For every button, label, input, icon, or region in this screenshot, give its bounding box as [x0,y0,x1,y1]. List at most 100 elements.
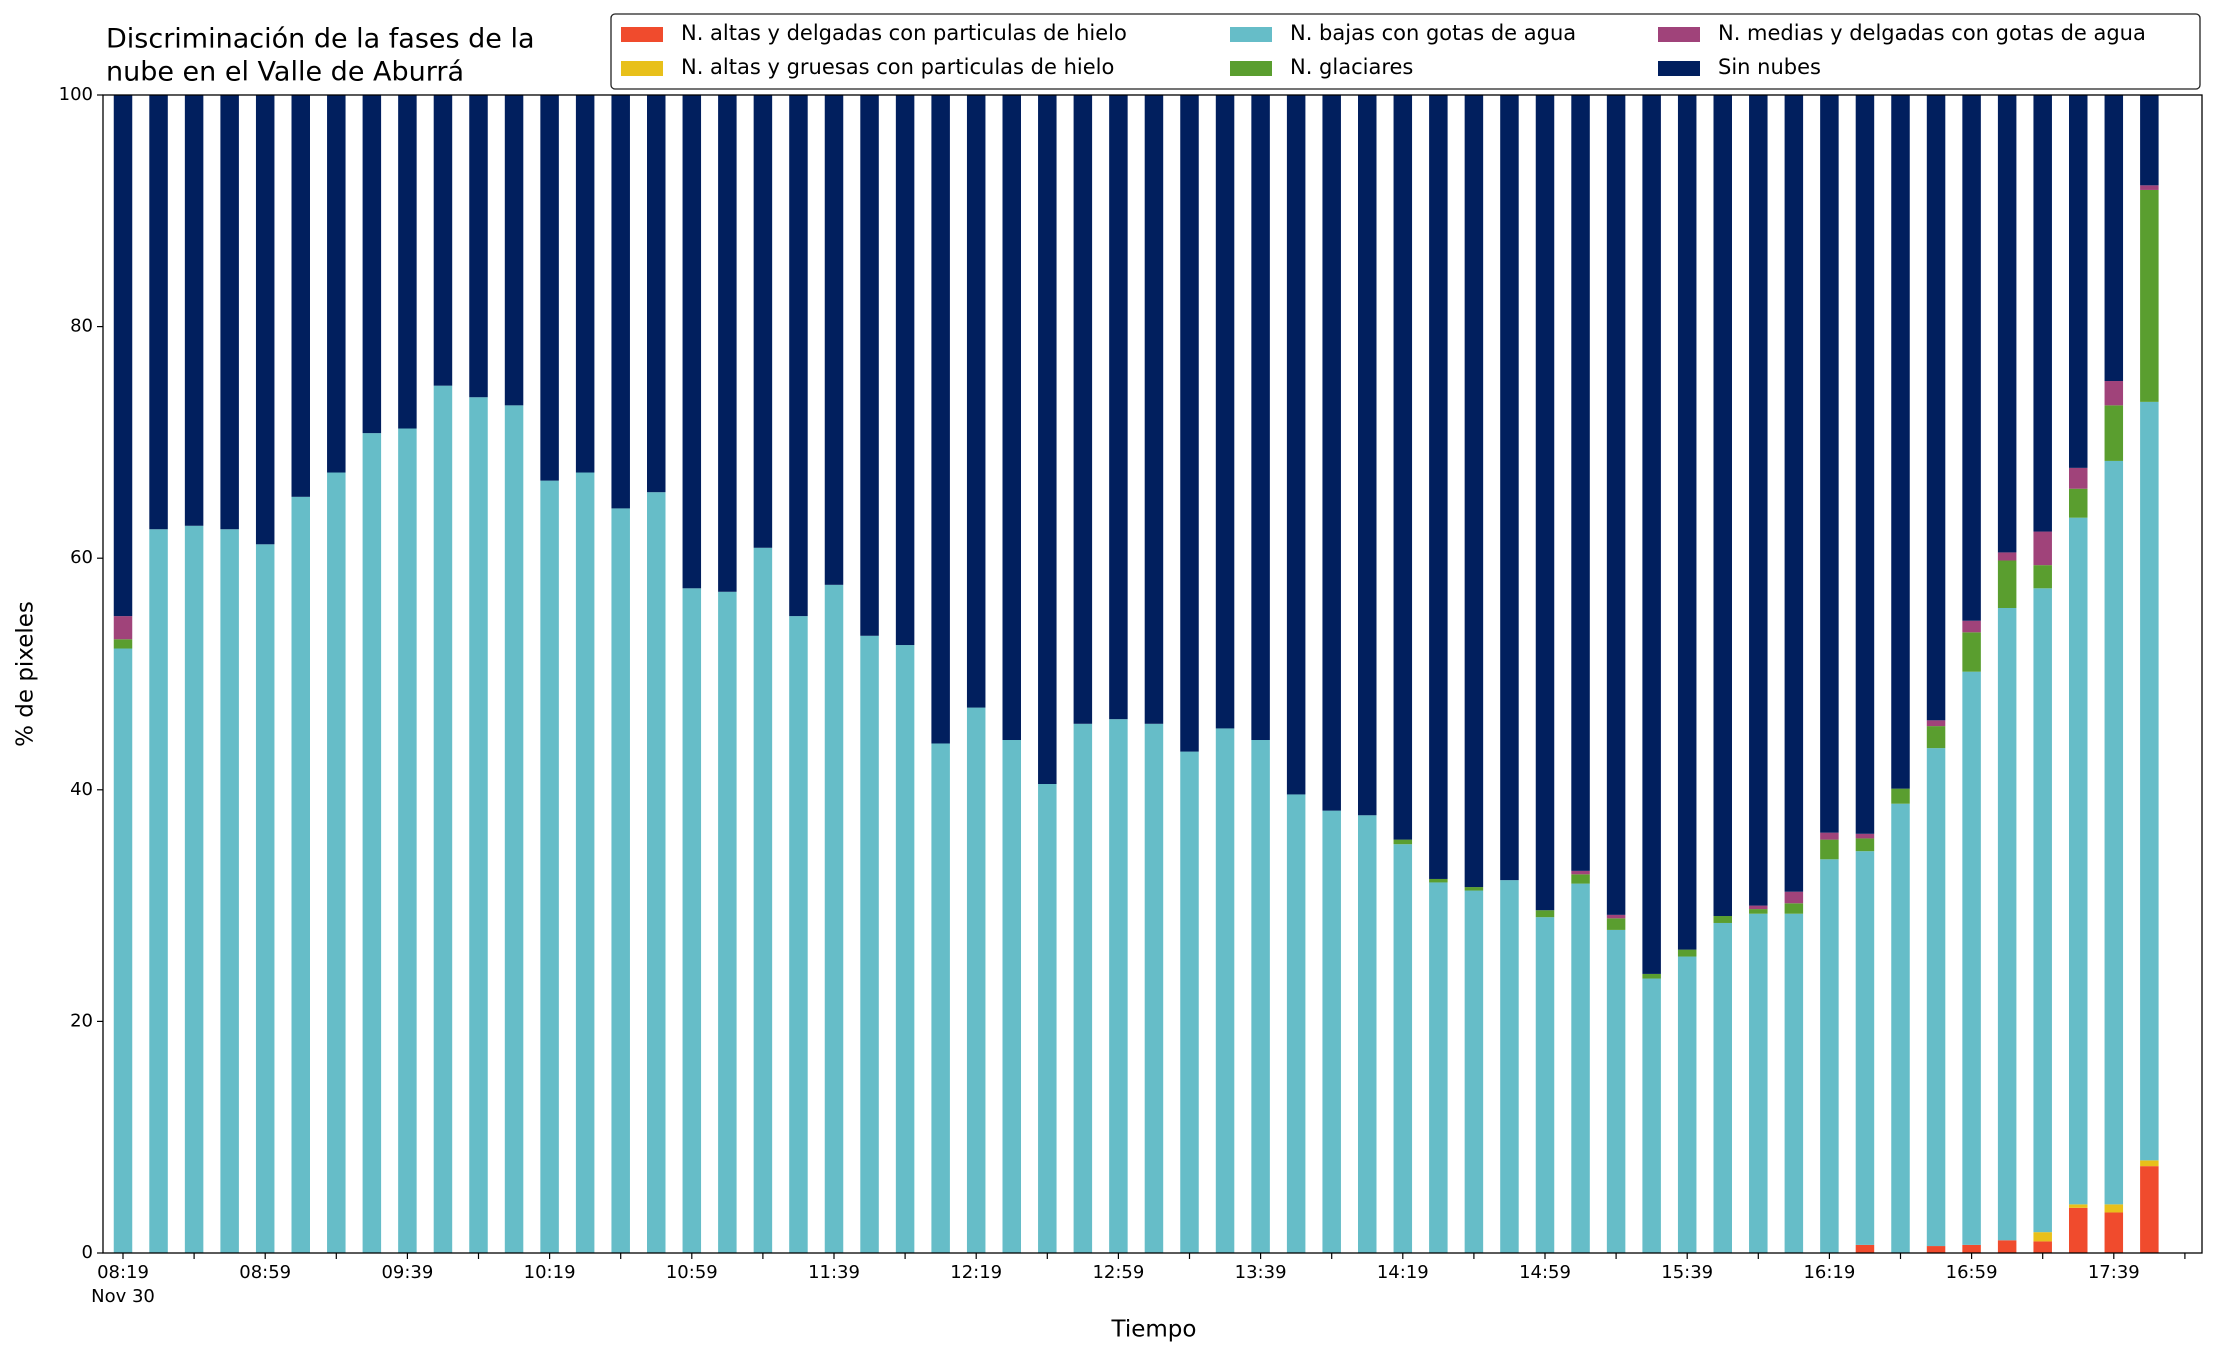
bar-segment [1038,784,1057,1253]
bar-segment [362,95,382,434]
bar-segment [1713,95,1732,917]
bar-segment [2033,531,2052,566]
legend-swatch [621,61,663,76]
bar-segment [504,405,524,1253]
x-tick-label: 16:19 [1803,1262,1855,1283]
bar-segment [1535,95,1555,911]
bar-segment [1891,803,1910,1253]
bar-segment [398,95,417,429]
bar-segment [2069,1207,2088,1253]
bar-segment [789,616,808,1253]
bar-segment [1109,95,1128,720]
x-tick-label: 14:19 [1377,1262,1429,1283]
bar-segment [1997,560,2017,608]
bar-segment [1215,728,1235,1253]
bar-segment [860,95,879,636]
legend-swatch [621,27,663,42]
bar-segment [647,95,666,493]
bar-segment [2033,588,2052,1233]
bar-segment [2104,1212,2124,1253]
bar-segment [362,433,382,1253]
bar-segment [504,95,524,406]
bar-segment [2033,565,2052,589]
bar-segment [895,95,915,646]
bar-segment [1606,914,1626,919]
x-tick-label: 12:59 [1092,1262,1144,1283]
bar-segment [2033,95,2052,532]
x-tick-label: 11:39 [808,1262,860,1283]
bar-segment [718,591,737,1253]
bar-segment [1749,905,1768,910]
bar-segment [718,95,737,592]
bar-segment [1962,671,1981,1245]
legend-label: N. medias y delgadas con gotas de agua [1718,21,2146,45]
x-tick-label: 12:19 [950,1262,1002,1283]
bar-segment [753,547,773,1253]
bar-segment [113,648,133,1253]
x-date-label: Nov 30 [91,1286,155,1307]
y-tick-label: 100 [59,84,93,105]
x-tick-label: 17:39 [2088,1262,2140,1283]
bar-segment [1571,870,1590,875]
bar-segment [1642,978,1661,1253]
bar-segment [2069,1204,2088,1208]
bar-segment [1962,1244,1981,1253]
legend-label: Sin nubes [1718,55,1821,79]
bar-segment [291,496,310,1253]
bar-segment [291,95,310,497]
bar-segment [1393,844,1413,1253]
bar-segment [1997,607,2017,1241]
bar-segment [469,95,488,398]
legend-label: N. altas y delgadas con particulas de hi… [681,21,1127,45]
bar-segment [1926,720,1946,727]
bar-segment [2140,95,2159,186]
bar-segment [1997,1240,2017,1253]
bar-segment [1784,903,1804,914]
bar-segment [1251,740,1270,1253]
bar-segment [220,529,239,1253]
bar-segment [1500,95,1519,881]
bar-segment [2140,185,2159,190]
bar-segment [1891,95,1910,789]
bar-segment [1109,719,1128,1253]
x-tick-label: 13:39 [1235,1262,1287,1283]
bar-segment [1144,723,1164,1253]
bar-segment [2069,517,2088,1205]
bar-segment [1571,883,1590,1253]
chart-title: nube en el Valle de Aburrá [106,57,464,88]
bar-segment [1642,95,1661,974]
bar-segment [398,428,417,1253]
y-tick-label: 60 [70,547,93,568]
bar-segment [2140,189,2159,402]
bar-segment [575,95,595,473]
bar-segment [1784,95,1804,892]
bar-segment [2104,405,2124,461]
bar-segment [789,95,808,617]
bar-segment [1926,1246,1946,1253]
y-tick-label: 40 [70,779,93,800]
bar-segment [540,95,559,481]
y-axis-label: % de pixeles [13,601,39,747]
bar-segment [2033,1232,2052,1242]
legend-swatch [1230,61,1272,76]
bar-segment [1962,620,1981,633]
bar-segment [1820,832,1839,840]
bar-segment [1606,918,1626,930]
chart-title: Discriminación de la fases de la [106,24,535,55]
bar-segment [1749,909,1768,914]
bar-segment [1926,748,1946,1247]
legend-label: N. altas y gruesas con particulas de hie… [681,55,1114,79]
bar-segment [149,95,168,530]
bar-segment [1393,839,1413,845]
bar-segment [1713,922,1732,1253]
bar-segment [1002,95,1021,741]
x-tick-label: 08:19 [97,1262,149,1283]
bar-segment [1891,788,1910,804]
bar-segment [966,707,986,1253]
bar-segment [1962,95,1981,621]
bar-segment [1677,95,1697,950]
bar-segment [1642,973,1661,979]
x-tick-label: 10:19 [524,1262,576,1283]
bar-segment [966,95,986,708]
y-tick-label: 20 [70,1010,93,1031]
